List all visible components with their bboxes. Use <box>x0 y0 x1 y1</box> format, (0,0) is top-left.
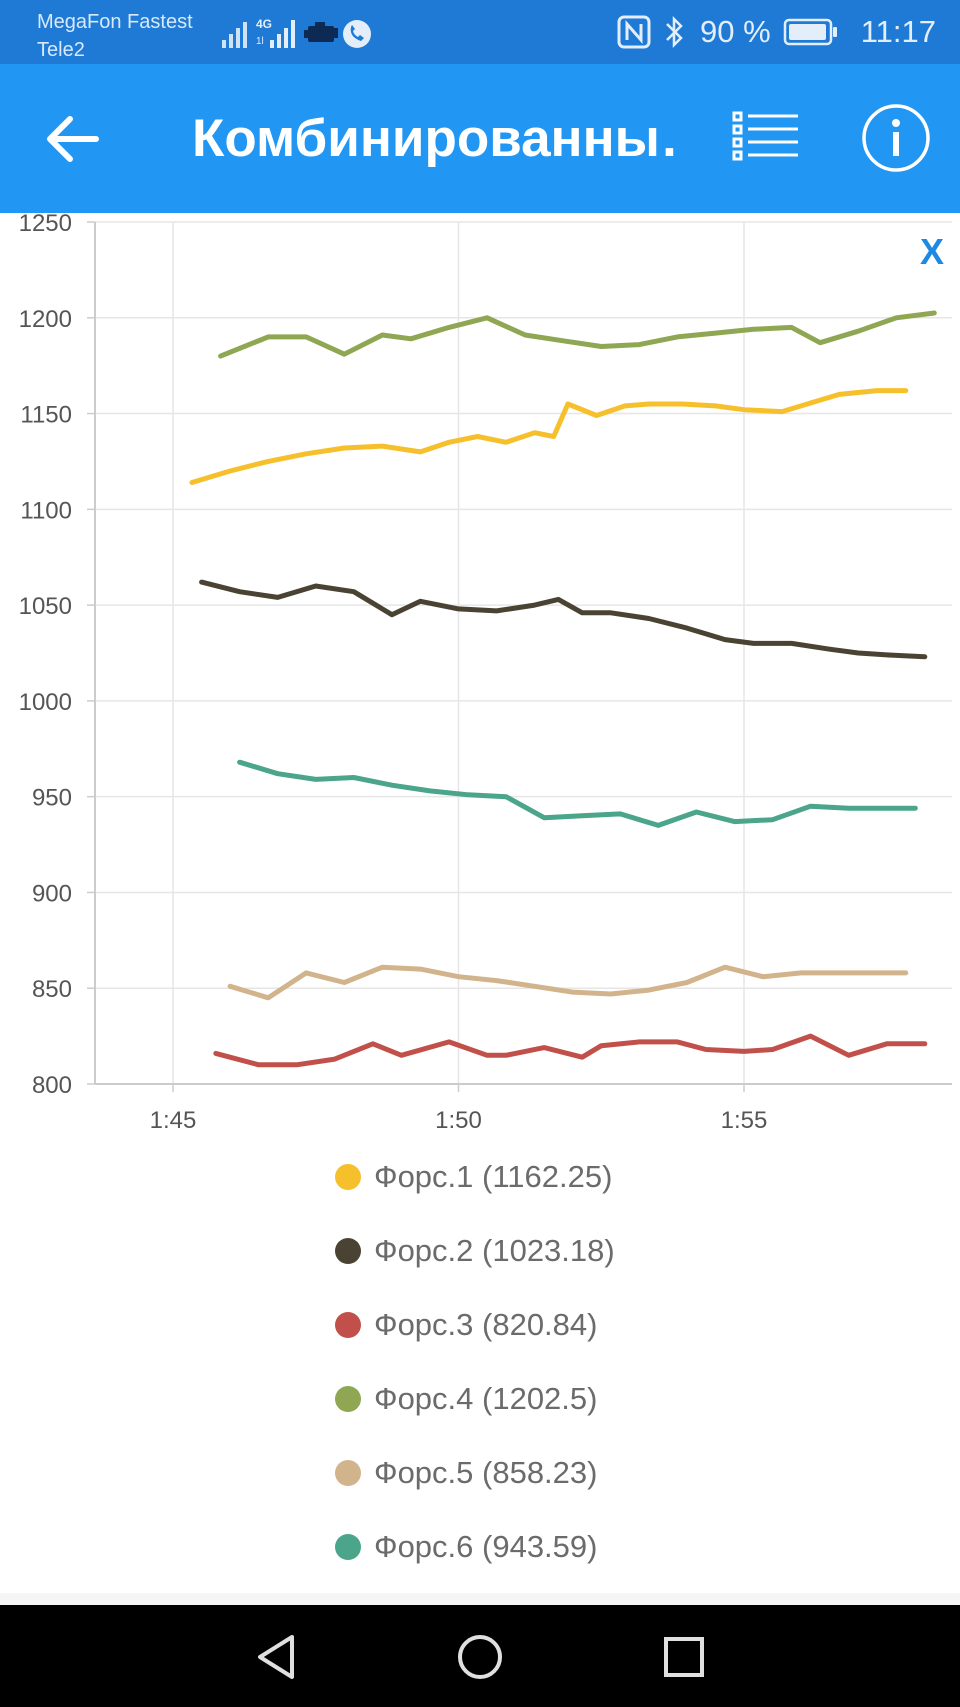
nav-back-triangle-icon <box>258 1635 294 1679</box>
legend-color-dot <box>335 1386 361 1412</box>
series-line-4 <box>218 310 937 359</box>
legend-label: Форс.2 (1023.18) <box>374 1233 615 1268</box>
signal-icon <box>222 22 247 48</box>
series-line-3 <box>213 1033 928 1068</box>
nav-home-button[interactable] <box>450 1627 510 1687</box>
legend-item[interactable]: Форс.5 (858.23) <box>335 1436 615 1510</box>
legend-color-dot <box>335 1460 361 1486</box>
svg-text:1l: 1l <box>256 36 264 47</box>
nav-back-button[interactable] <box>246 1627 306 1687</box>
legend-label: Форс.5 (858.23) <box>374 1455 598 1490</box>
y-tick-label: 950 <box>32 785 72 812</box>
close-chart-button[interactable]: X <box>920 231 945 272</box>
status-right: 90 % 11:17 <box>616 0 936 64</box>
y-tick-label: 1000 <box>19 689 72 716</box>
4g-signal-icon: 4G 1l <box>256 17 295 48</box>
y-tick-label: 1250 <box>19 213 72 237</box>
x-tick-label: 1:55 <box>721 1107 768 1133</box>
series-line-6 <box>237 759 918 828</box>
y-tick-label: 800 <box>32 1072 72 1099</box>
info-button[interactable] <box>860 102 932 174</box>
page-title: Комбинированны… <box>192 109 682 168</box>
nav-home-circle-icon <box>458 1635 502 1679</box>
legend-color-dot <box>335 1238 361 1264</box>
y-axis-ticks: 1250 1200 1150 1100 1050 1000 950 900 850 800 <box>19 213 72 1099</box>
legend-color-dot <box>335 1534 361 1560</box>
list-icon <box>732 111 798 161</box>
chart-grid <box>87 221 952 1092</box>
list-button[interactable] <box>730 104 802 174</box>
bluetooth-icon <box>666 15 683 49</box>
battery-percent: 90 % <box>700 14 771 49</box>
status-icons: 4G 1l <box>220 14 400 55</box>
call-icon <box>343 20 371 48</box>
legend-label: Форс.4 (1202.5) <box>374 1381 598 1416</box>
chart-legend: Форс.1 (1162.25) Форс.2 (1023.18) Форс.3 (… <box>335 1140 615 1584</box>
legend-item[interactable]: Форс.6 (943.59) <box>335 1510 615 1584</box>
carrier-info: MegaFon Fastest Tele2 <box>37 8 193 64</box>
y-tick-label: 1100 <box>20 497 72 524</box>
legend-color-dot <box>335 1312 361 1338</box>
series-line-2 <box>199 579 928 660</box>
legend-item[interactable]: Форс.1 (1162.25) <box>335 1140 615 1214</box>
x-tick-label: 1:45 <box>150 1107 197 1133</box>
nav-recents-square-icon <box>664 1637 704 1677</box>
back-button[interactable] <box>38 104 108 174</box>
y-tick-label: 850 <box>32 976 72 1003</box>
back-arrow-icon <box>47 116 99 162</box>
svg-text:4G: 4G <box>256 17 272 31</box>
legend-color-dot <box>335 1164 361 1190</box>
series-line-5 <box>227 964 909 1001</box>
legend-item[interactable]: Форс.3 (820.84) <box>335 1288 615 1362</box>
clock: 11:17 <box>860 14 936 49</box>
battery-icon <box>783 18 837 46</box>
nfc-icon <box>617 15 651 49</box>
line-chart: 1250 1200 1150 1100 1050 1000 950 900 850 800 1:4… <box>19 213 952 1133</box>
y-tick-label: 1150 <box>20 402 72 429</box>
y-tick-label: 900 <box>32 880 72 907</box>
app-bar: Комбинированны… <box>0 64 960 213</box>
legend-item[interactable]: Форс.2 (1023.18) <box>335 1214 615 1288</box>
series-line-1 <box>189 388 909 485</box>
chart-series <box>189 310 937 1068</box>
carrier-name-2: Tele2 <box>37 39 85 61</box>
x-tick-label: 1:50 <box>435 1107 482 1133</box>
engine-icon <box>304 22 338 42</box>
carrier-name-1: MegaFon Fastest <box>37 11 193 33</box>
y-tick-label: 1050 <box>19 593 72 620</box>
x-axis-ticks: 1:45 1:50 1:55 <box>150 1107 768 1133</box>
legend-label: Форс.6 (943.59) <box>374 1529 598 1564</box>
nav-recents-button[interactable] <box>654 1627 714 1687</box>
status-bar: MegaFon Fastest Tele2 4G 1l <box>0 0 960 64</box>
legend-item[interactable]: Форс.4 (1202.5) <box>335 1362 615 1436</box>
y-tick-label: 1200 <box>19 306 72 333</box>
info-icon <box>862 104 930 172</box>
legend-label: Форс.1 (1162.25) <box>374 1159 613 1194</box>
bottom-divider <box>0 1593 960 1605</box>
legend-label: Форс.3 (820.84) <box>374 1307 598 1342</box>
system-nav-bar <box>0 1605 960 1707</box>
